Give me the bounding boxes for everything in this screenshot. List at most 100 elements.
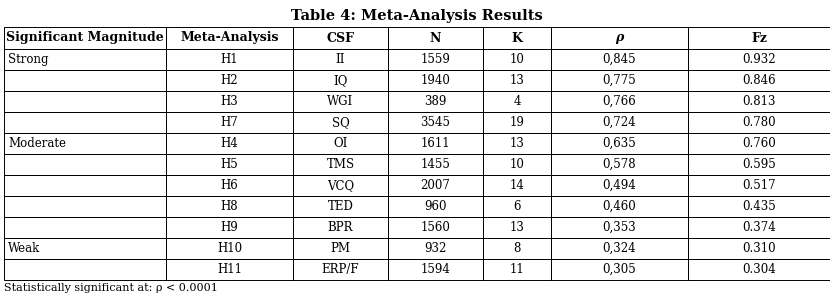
Bar <box>483 217 551 238</box>
Text: 0.760: 0.760 <box>742 137 776 150</box>
Text: 14: 14 <box>510 179 525 192</box>
Text: 0,845: 0,845 <box>603 53 637 66</box>
Text: 0.304: 0.304 <box>742 263 776 276</box>
Text: Meta-Analysis: Meta-Analysis <box>180 31 279 44</box>
Bar <box>166 217 293 238</box>
Text: H4: H4 <box>221 137 238 150</box>
Text: 1560: 1560 <box>421 221 451 234</box>
Text: 8: 8 <box>513 242 520 255</box>
Text: 960: 960 <box>424 200 447 213</box>
Text: 389: 389 <box>424 95 447 108</box>
Text: 0.517: 0.517 <box>742 179 776 192</box>
Bar <box>293 175 388 196</box>
Text: ρ: ρ <box>615 31 623 44</box>
Text: II: II <box>336 53 345 66</box>
Bar <box>551 49 688 70</box>
Bar <box>551 91 688 112</box>
Bar <box>166 49 293 70</box>
Bar <box>688 112 830 133</box>
Text: Moderate: Moderate <box>8 137 66 150</box>
Text: N: N <box>430 31 442 44</box>
Text: 0.374: 0.374 <box>742 221 776 234</box>
Bar <box>293 259 388 280</box>
Bar <box>688 70 830 91</box>
Bar <box>166 259 293 280</box>
Bar <box>4 70 166 91</box>
Text: 6: 6 <box>513 200 520 213</box>
Bar <box>4 91 166 112</box>
Text: H1: H1 <box>221 53 238 66</box>
Text: Fz: Fz <box>751 31 767 44</box>
Text: Significant Magnitude: Significant Magnitude <box>6 31 164 44</box>
Bar <box>483 70 551 91</box>
Text: 0,635: 0,635 <box>603 137 637 150</box>
Text: H7: H7 <box>221 116 238 129</box>
Text: 2007: 2007 <box>421 179 451 192</box>
Text: OI: OI <box>334 137 348 150</box>
Text: 1611: 1611 <box>421 137 451 150</box>
Text: 0.813: 0.813 <box>742 95 776 108</box>
Bar <box>166 133 293 154</box>
Bar <box>293 112 388 133</box>
Text: PM: PM <box>330 242 350 255</box>
Bar <box>4 112 166 133</box>
Text: Strong: Strong <box>8 53 48 66</box>
Bar <box>688 259 830 280</box>
Bar <box>388 238 483 259</box>
Text: 0.310: 0.310 <box>742 242 776 255</box>
Bar <box>166 112 293 133</box>
Text: 0,578: 0,578 <box>603 158 637 171</box>
Bar <box>483 196 551 217</box>
Bar <box>293 27 388 49</box>
Text: Weak: Weak <box>8 242 40 255</box>
Text: 0,775: 0,775 <box>603 74 637 87</box>
Text: H3: H3 <box>221 95 238 108</box>
Text: 0,324: 0,324 <box>603 242 637 255</box>
Bar <box>293 238 388 259</box>
Bar <box>166 175 293 196</box>
Text: 0.435: 0.435 <box>742 200 776 213</box>
Bar <box>4 133 166 154</box>
Bar <box>688 49 830 70</box>
Bar <box>166 154 293 175</box>
Text: TED: TED <box>328 200 354 213</box>
Bar <box>688 133 830 154</box>
Bar <box>388 27 483 49</box>
Bar <box>293 49 388 70</box>
Bar <box>388 133 483 154</box>
Bar <box>166 91 293 112</box>
Text: 1559: 1559 <box>421 53 451 66</box>
Bar <box>551 112 688 133</box>
Text: 0,724: 0,724 <box>603 116 637 129</box>
Bar <box>388 112 483 133</box>
Bar <box>483 49 551 70</box>
Text: 0.932: 0.932 <box>742 53 776 66</box>
Bar <box>388 259 483 280</box>
Bar <box>4 27 166 49</box>
Bar <box>551 259 688 280</box>
Bar <box>551 154 688 175</box>
Bar <box>551 196 688 217</box>
Bar <box>293 196 388 217</box>
Text: 3545: 3545 <box>421 116 451 129</box>
Bar <box>483 154 551 175</box>
Text: H2: H2 <box>221 74 238 87</box>
Text: 10: 10 <box>510 53 525 66</box>
Text: IQ: IQ <box>334 74 348 87</box>
Bar <box>4 217 166 238</box>
Text: H10: H10 <box>217 242 242 255</box>
Bar <box>483 91 551 112</box>
Text: 0.846: 0.846 <box>742 74 776 87</box>
Text: 0,766: 0,766 <box>603 95 637 108</box>
Text: H8: H8 <box>221 200 238 213</box>
Bar <box>688 91 830 112</box>
Bar <box>4 49 166 70</box>
Text: 0.595: 0.595 <box>742 158 776 171</box>
Text: TMS: TMS <box>326 158 354 171</box>
Text: 0,460: 0,460 <box>603 200 637 213</box>
Bar <box>688 154 830 175</box>
Bar <box>388 175 483 196</box>
Bar <box>551 70 688 91</box>
Text: 1455: 1455 <box>421 158 451 171</box>
Text: 11: 11 <box>510 263 525 276</box>
